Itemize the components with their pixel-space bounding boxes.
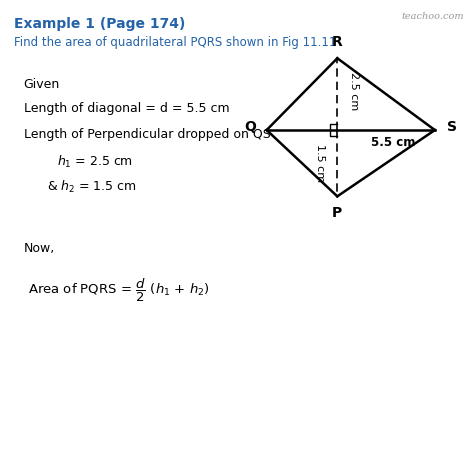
Text: S: S [447, 120, 456, 134]
Text: Length of Perpendicular dropped on QS: Length of Perpendicular dropped on QS [24, 128, 271, 141]
Text: P: P [332, 206, 342, 220]
Text: 1.5 cm: 1.5 cm [316, 144, 326, 182]
Text: & $h_2$ = 1.5 cm: & $h_2$ = 1.5 cm [47, 179, 137, 195]
Text: Example 1 (Page 174): Example 1 (Page 174) [14, 17, 186, 31]
Text: R: R [332, 35, 343, 48]
Text: 2.5 cm: 2.5 cm [349, 72, 359, 110]
Text: teachoo.com: teachoo.com [402, 12, 465, 21]
Text: Now,: Now, [24, 242, 55, 255]
Text: Find the area of quadrilateral PQRS shown in Fig 11.11: Find the area of quadrilateral PQRS show… [14, 36, 337, 48]
Text: Length of diagonal = d = 5.5 cm: Length of diagonal = d = 5.5 cm [24, 102, 229, 115]
Text: 5.5 cm: 5.5 cm [371, 136, 415, 149]
Text: Area of PQRS = $\dfrac{d}{2}$ ($h_1$ + $h_2$): Area of PQRS = $\dfrac{d}{2}$ ($h_1$ + $… [28, 277, 210, 304]
Text: Q: Q [245, 120, 256, 134]
Text: Given: Given [24, 78, 60, 91]
Text: $h_1$ = 2.5 cm: $h_1$ = 2.5 cm [57, 154, 133, 170]
